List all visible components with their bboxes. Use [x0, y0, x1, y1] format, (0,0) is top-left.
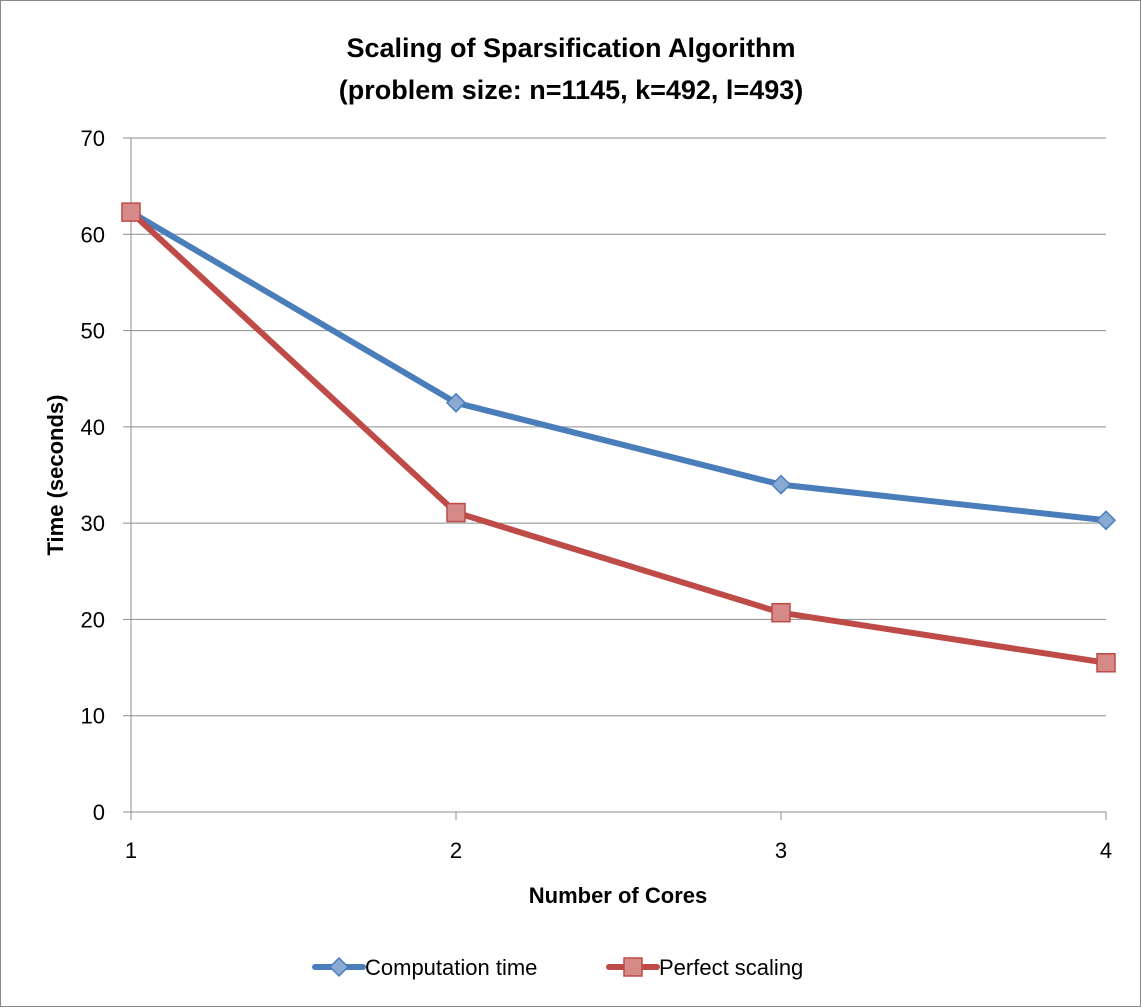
- data-point: [1095, 510, 1117, 531]
- axes: [123, 137, 1107, 820]
- y-axis-label: Time (seconds): [43, 395, 68, 556]
- x-tick-label: 1: [125, 838, 137, 863]
- series-computation-time: [120, 202, 1117, 531]
- chart-subtitle: (problem size: n=1145, k=492, l=493): [339, 75, 804, 105]
- y-tick-labels: 0 10 20 30 40 50 60 70: [81, 126, 105, 825]
- legend-label: Computation time: [365, 955, 537, 980]
- data-point: [770, 474, 792, 495]
- series-line: [128, 209, 1109, 524]
- y-tick-label: 50: [81, 319, 105, 344]
- y-tick-label: 30: [81, 511, 105, 536]
- x-tick-label: 4: [1100, 838, 1112, 863]
- y-tick-label: 40: [81, 415, 105, 440]
- y-tick-label: 60: [81, 222, 105, 247]
- data-point: [446, 502, 466, 523]
- series-group: [120, 202, 1117, 673]
- legend-marker: [328, 956, 350, 978]
- x-tick-label: 2: [450, 838, 462, 863]
- data-point: [445, 392, 467, 413]
- x-tick-label: 3: [775, 838, 787, 863]
- x-axis-label: Number of Cores: [529, 883, 707, 908]
- data-point: [1096, 653, 1116, 673]
- y-tick-label: 0: [93, 800, 105, 825]
- data-point: [771, 602, 791, 623]
- series-perfect-scaling: [121, 202, 1116, 673]
- data-point: [121, 202, 141, 222]
- gridlines: [131, 137, 1106, 717]
- legend: Computation time Perfect scaling: [312, 955, 803, 980]
- chart-title: Scaling of Sparsification Algorithm: [346, 33, 795, 63]
- y-tick-label: 10: [81, 704, 105, 729]
- y-tick-label: 20: [81, 607, 105, 632]
- legend-label: Perfect scaling: [659, 955, 803, 980]
- x-tick-labels: 1 2 3 4: [125, 838, 1112, 863]
- legend-marker: [623, 957, 643, 977]
- series-line: [128, 209, 1109, 666]
- y-tick-label: 70: [81, 126, 105, 151]
